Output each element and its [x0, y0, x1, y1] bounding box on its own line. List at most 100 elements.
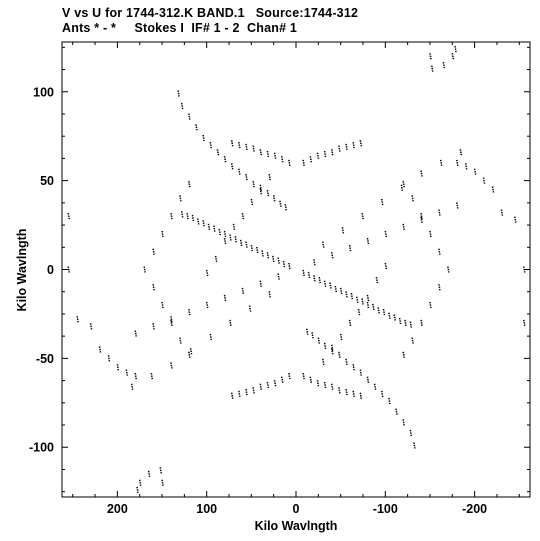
data-point: [451, 53, 455, 60]
x-tick-label: 100: [196, 502, 217, 516]
data-point: [381, 198, 384, 206]
data-point: [393, 314, 396, 321]
data-point: [323, 342, 327, 350]
data-point: [373, 383, 377, 390]
data-point: [411, 337, 414, 344]
data-point: [464, 163, 468, 170]
data-point: [205, 269, 209, 277]
data-point: [179, 337, 182, 344]
data-point: [134, 330, 137, 337]
plot-frame: [61, 41, 531, 498]
data-point: [213, 225, 216, 232]
x-axis-label: Kilo Wavlngth: [255, 519, 338, 533]
data-point: [350, 293, 354, 300]
data-point: [395, 408, 398, 415]
data-point: [366, 301, 370, 309]
data-point: [355, 296, 359, 303]
data-point: [170, 319, 173, 326]
data-point: [339, 333, 343, 341]
data-point: [180, 102, 184, 110]
data-point: [402, 181, 405, 188]
y-tick-label: -50: [36, 352, 54, 366]
data-point: [438, 248, 441, 255]
data-point: [338, 145, 341, 152]
data-point: [317, 337, 321, 344]
data-point: [207, 223, 211, 230]
data-point: [202, 220, 205, 227]
axis-ticks: [62, 42, 530, 497]
data-point: [454, 45, 457, 53]
data-point: [322, 241, 325, 248]
data-point: [334, 285, 338, 293]
data-point: [352, 390, 355, 398]
data-point: [345, 358, 348, 366]
data-point: [302, 159, 305, 166]
data-point: [136, 486, 139, 494]
x-tick-label: -200: [462, 502, 487, 516]
data-point: [238, 141, 241, 149]
data-point: [400, 184, 404, 191]
data-point: [438, 209, 441, 216]
data-point: [330, 383, 334, 390]
data-point: [361, 213, 364, 220]
data-point: [197, 218, 200, 225]
data-point: [375, 277, 379, 284]
data-point: [266, 381, 270, 389]
chart-title: V vs U for 1744-312.K BAND.1 Source:1744…: [62, 6, 359, 20]
data-point: [268, 173, 271, 181]
data-point: [186, 213, 189, 220]
x-tick-label: -100: [373, 502, 398, 516]
data-point: [345, 291, 348, 298]
data-point: [180, 211, 184, 218]
data-point: [67, 213, 70, 220]
data-point: [250, 198, 254, 206]
data-point: [523, 319, 526, 326]
data-point: [188, 181, 191, 188]
data-point: [409, 321, 413, 328]
data-point: [384, 230, 388, 238]
data-point: [161, 479, 164, 486]
data-point: [284, 204, 288, 211]
data-point: [338, 351, 341, 358]
data-point: [384, 262, 388, 270]
data-point: [341, 227, 345, 234]
y-tick-label: 100: [33, 85, 54, 99]
data-point: [404, 319, 407, 326]
data-point: [398, 317, 402, 325]
data-point: [345, 143, 348, 150]
data-point: [277, 273, 280, 280]
data-point: [261, 250, 264, 257]
data-point: [316, 380, 320, 387]
data-point: [438, 284, 441, 291]
data-point: [259, 383, 263, 390]
data-point: [195, 124, 198, 131]
data-point: [245, 389, 248, 396]
data-point: [429, 301, 432, 309]
data-point: [230, 163, 234, 170]
data-point: [273, 152, 277, 159]
data-point: [348, 319, 352, 326]
data-point: [209, 141, 212, 149]
data-point: [456, 202, 459, 209]
data-point: [266, 252, 270, 259]
y-tick-label: -100: [29, 441, 54, 455]
data-point: [152, 323, 155, 330]
data-point: [272, 195, 276, 202]
data-point: [429, 53, 432, 60]
data-point: [89, 323, 93, 330]
data-point: [130, 383, 134, 390]
data-point: [402, 223, 405, 230]
data-point: [329, 282, 332, 289]
data-point: [316, 152, 320, 159]
data-point: [345, 389, 348, 396]
data-point: [322, 358, 325, 366]
data-point: [150, 373, 154, 380]
data-point: [409, 429, 413, 437]
data-point: [259, 184, 263, 191]
data-point: [366, 237, 370, 245]
data-point: [214, 255, 218, 262]
data-point: [125, 369, 129, 376]
data-point: [209, 333, 212, 341]
data-point: [491, 186, 495, 193]
